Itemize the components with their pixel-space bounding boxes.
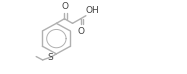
Text: S: S bbox=[47, 53, 53, 62]
Text: O: O bbox=[62, 2, 69, 11]
Text: O: O bbox=[78, 27, 85, 36]
Text: OH: OH bbox=[86, 6, 100, 15]
